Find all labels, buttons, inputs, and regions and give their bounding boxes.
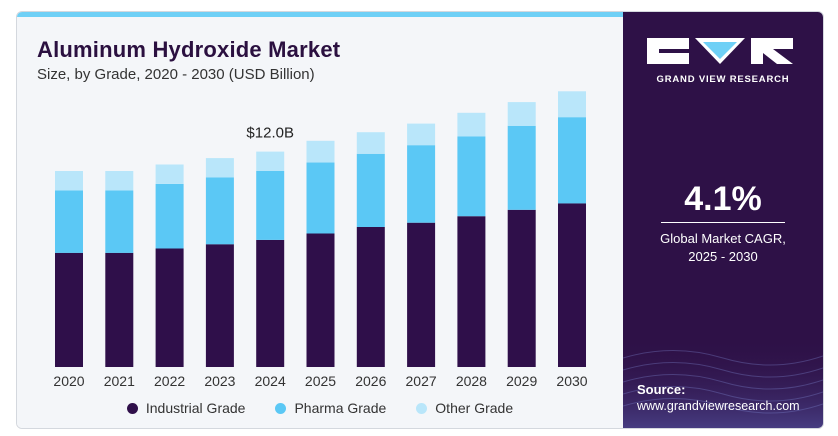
bar-2027-series-2 [407, 123, 436, 146]
x-tick-label-2026: 2026 [355, 373, 386, 389]
accent-bar [17, 12, 623, 17]
bar-2030-series-2 [558, 91, 586, 118]
brand-name: GRAND VIEW RESEARCH [656, 74, 790, 85]
bar-2030-series-0 [558, 203, 586, 367]
chart-legend: Industrial Grade Pharma Grade Other Grade [17, 400, 623, 416]
bar-2021-series-1 [105, 190, 134, 253]
bar-2028-series-2 [457, 112, 486, 137]
legend-item-0: Industrial Grade [126, 400, 246, 416]
x-tick-label-2023: 2023 [204, 373, 235, 389]
bar-2020-series-2 [55, 171, 83, 191]
bar-2022-series-1 [155, 183, 184, 249]
x-tick-label-2021: 2021 [104, 373, 135, 389]
legend-label-0: Industrial Grade [145, 400, 246, 416]
x-tick-label-2028: 2028 [456, 373, 487, 389]
bar-2026-series-1 [356, 153, 385, 227]
bar-2029-series-0 [507, 209, 536, 367]
cagr-label-text: Global Market CAGR, [660, 231, 786, 246]
bar-2024-series-0 [256, 239, 285, 367]
source-url: www.grandviewresearch.com [637, 399, 800, 413]
source-label: Source: [637, 382, 686, 397]
bar-2020-series-1 [55, 190, 83, 253]
bar-2025-series-0 [306, 233, 335, 367]
bar-2028-series-0 [457, 216, 486, 367]
x-tick-label-2024: 2024 [255, 373, 286, 389]
x-tick-label-2025: 2025 [305, 373, 336, 389]
bar-2021-series-0 [105, 252, 134, 367]
x-tick-label-2027: 2027 [406, 373, 437, 389]
bar-2025-series-1 [306, 162, 335, 234]
legend-item-2: Other Grade [416, 400, 513, 416]
legend-label-2: Other Grade [435, 400, 514, 416]
bar-chart: 2020 2021 2022 2023 $12.0B 2024 2025 2026 2027 20… [53, 91, 588, 389]
bar-2029-series-2 [507, 102, 536, 126]
x-tick-label-2020: 2020 [53, 373, 84, 389]
decorative-wave-pattern [623, 338, 823, 428]
bar-2027-series-0 [407, 222, 436, 367]
bar-2022-series-0 [155, 248, 184, 367]
legend-swatch-1 [275, 402, 287, 414]
bar-2026-series-2 [356, 132, 385, 154]
bar-2024-series-2 [256, 151, 285, 171]
x-tick-label-2030: 2030 [556, 373, 587, 389]
x-tick-label-2029: 2029 [506, 373, 537, 389]
bar-2028-series-1 [457, 136, 486, 217]
bar-2030-series-1 [558, 117, 586, 204]
bar-2023-series-0 [205, 244, 234, 367]
bar-2024-series-1 [256, 171, 285, 240]
sidebar-panel: GRAND VIEW RESEARCH 4.1% Global Market C… [623, 12, 823, 428]
grand-view-research-logo-icon [647, 38, 793, 64]
legend-swatch-2 [416, 402, 428, 414]
bar-2025-series-2 [306, 140, 335, 163]
bar-2023-series-1 [205, 177, 234, 245]
bar-2029-series-1 [507, 125, 536, 210]
x-tick-label-2022: 2022 [154, 373, 185, 389]
bar-2022-series-2 [155, 164, 184, 184]
cagr-period: 2025 - 2030 [688, 249, 758, 264]
bar-2020-series-0 [55, 252, 83, 367]
chart-panel: Aluminum Hydroxide Market Size, by Grade… [17, 17, 623, 428]
legend-swatch-0 [126, 402, 138, 414]
data-label-0: $12.0B [246, 125, 294, 142]
bar-2023-series-2 [205, 158, 234, 178]
chart-subtitle: Size, by Grade, 2020 - 2030 (USD Billion… [37, 66, 315, 83]
bar-2026-series-0 [356, 227, 385, 367]
bar-2027-series-1 [407, 145, 436, 223]
cagr-value: 4.1% [684, 180, 762, 218]
legend-item-1: Pharma Grade [275, 400, 386, 416]
cagr-label: Global Market CAGR, 2025 - 2030 [623, 230, 823, 266]
legend-label-1: Pharma Grade [294, 400, 387, 416]
cagr-divider [661, 222, 785, 223]
bar-2021-series-2 [105, 171, 134, 191]
infographic-card: Aluminum Hydroxide Market Size, by Grade… [16, 11, 824, 429]
chart-title: Aluminum Hydroxide Market [37, 37, 341, 62]
